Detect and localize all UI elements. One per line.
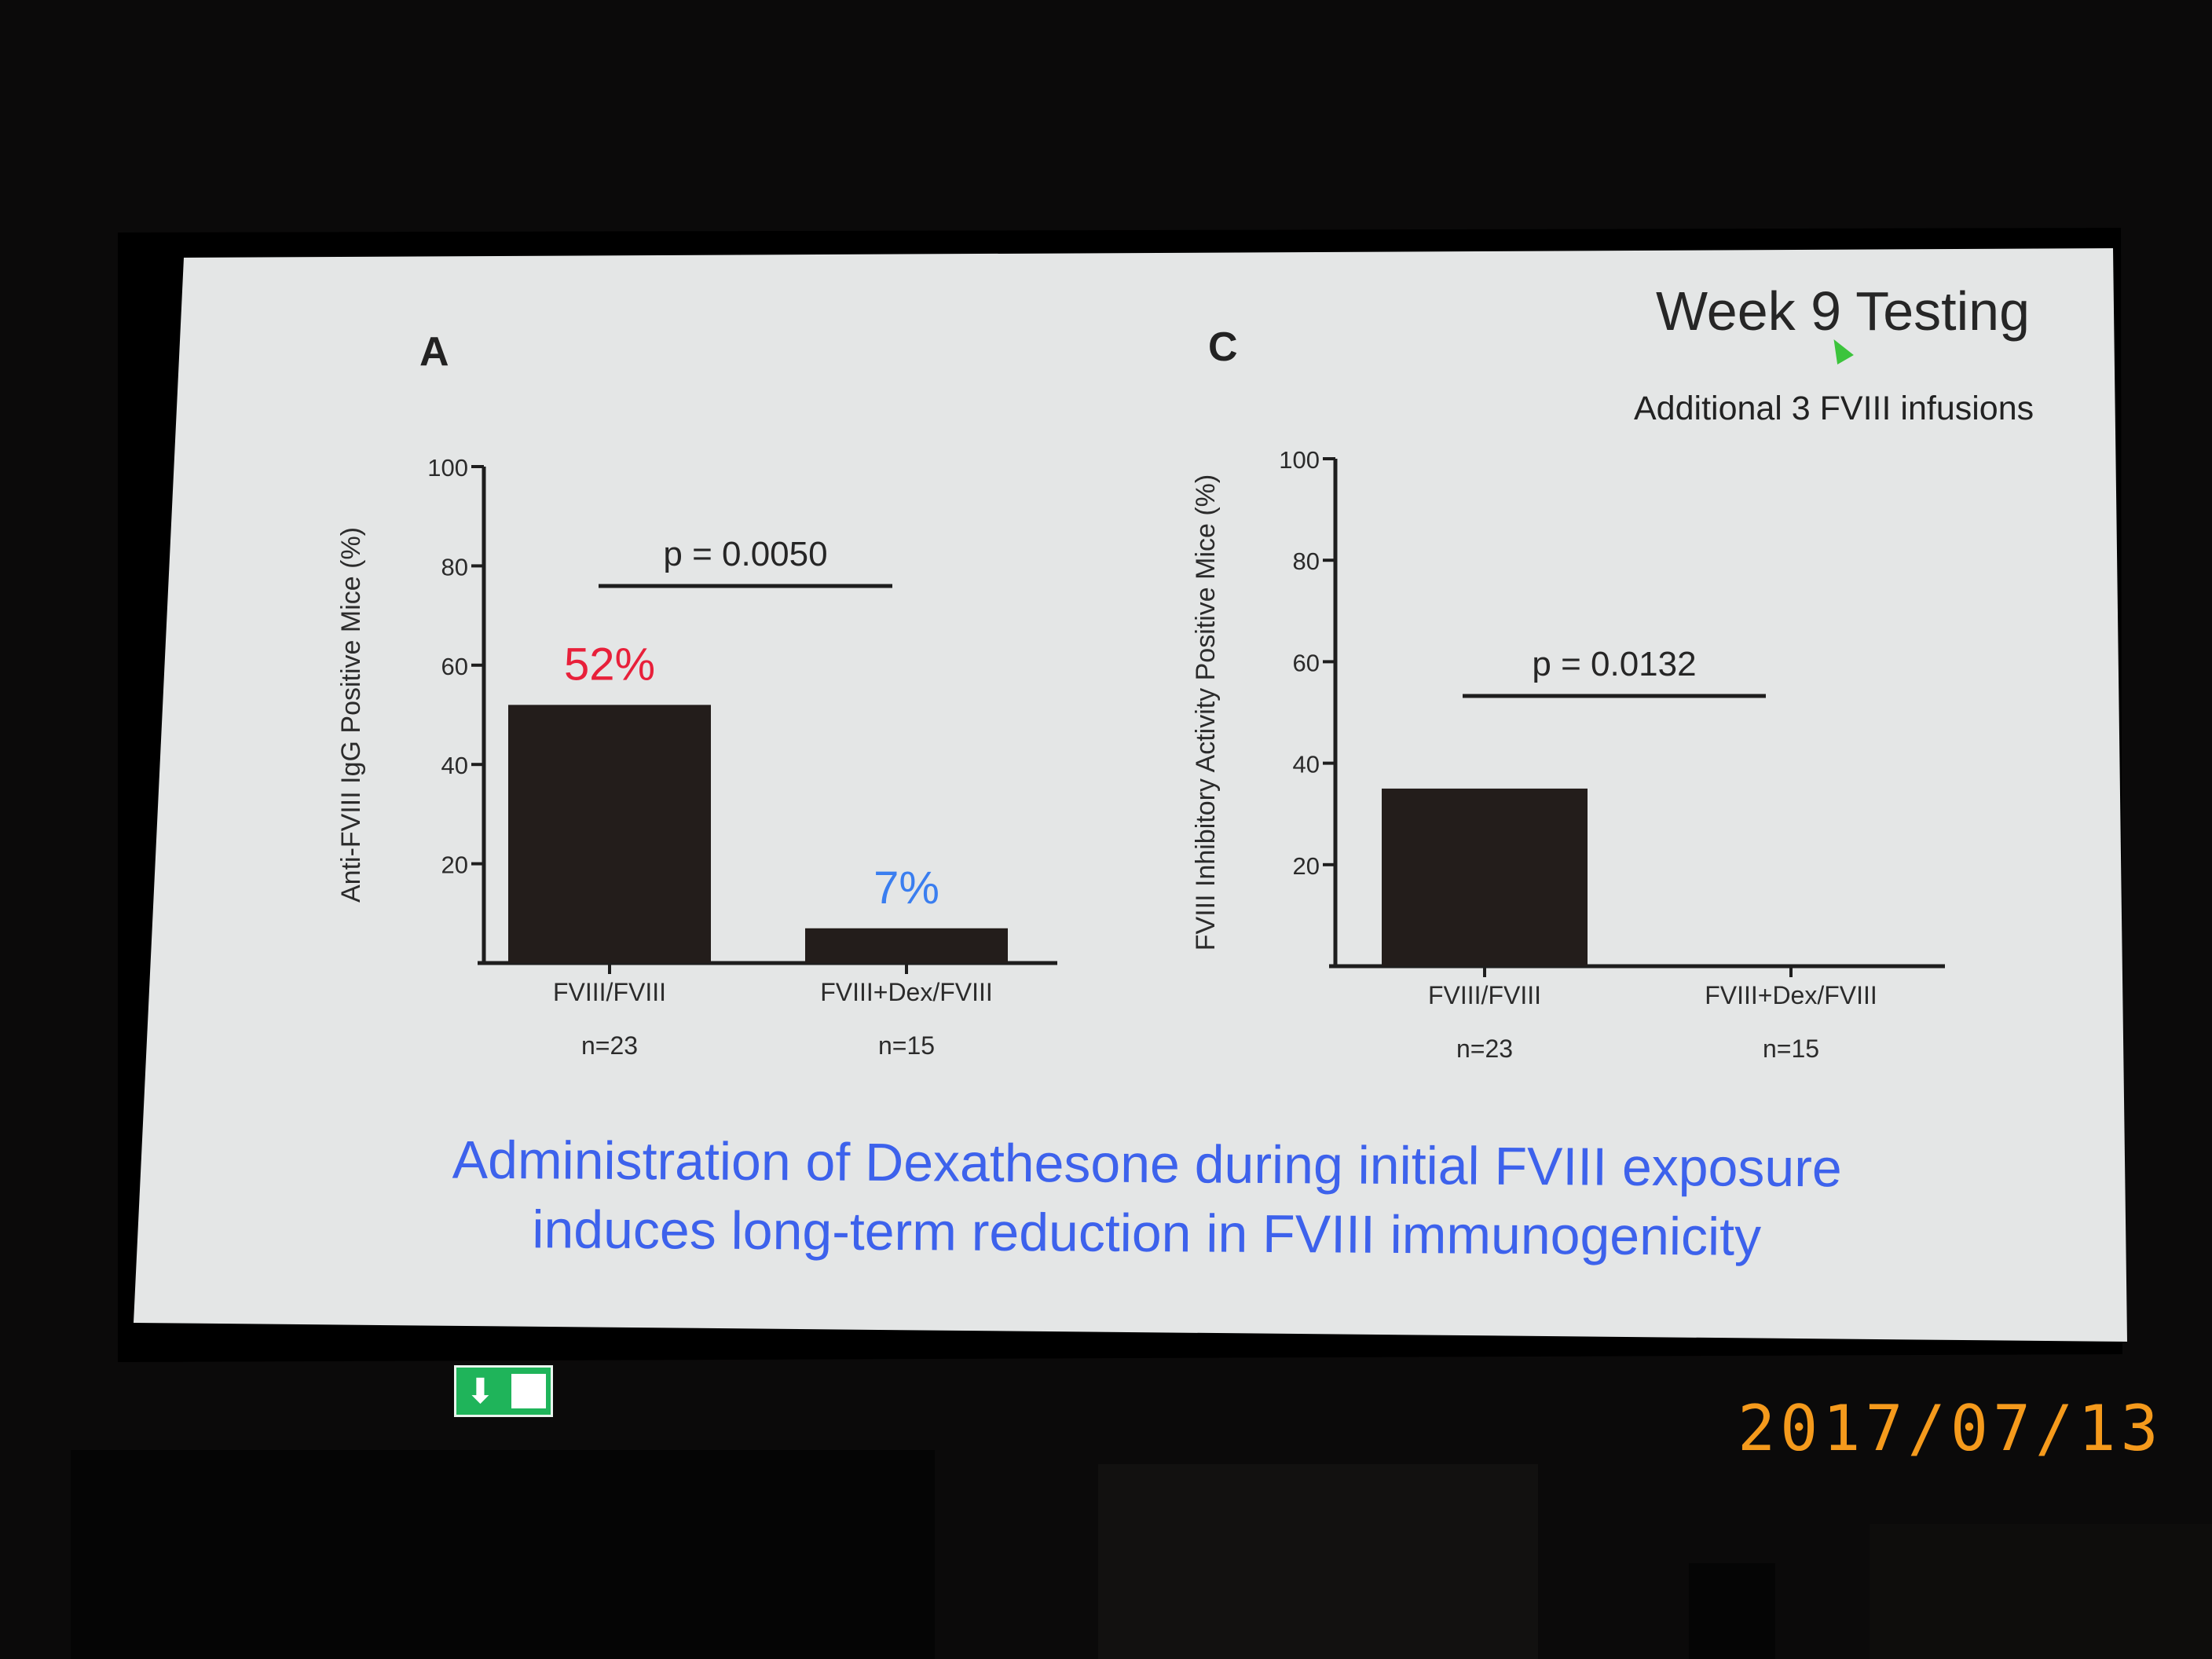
photo-date-stamp: 2017/07/13 bbox=[1738, 1392, 2163, 1465]
down-arrow-icon: ⬇ bbox=[466, 1372, 495, 1411]
projection-screen bbox=[134, 248, 2127, 1342]
door-icon bbox=[511, 1374, 546, 1408]
exit-sign: ⬇ bbox=[454, 1365, 553, 1417]
